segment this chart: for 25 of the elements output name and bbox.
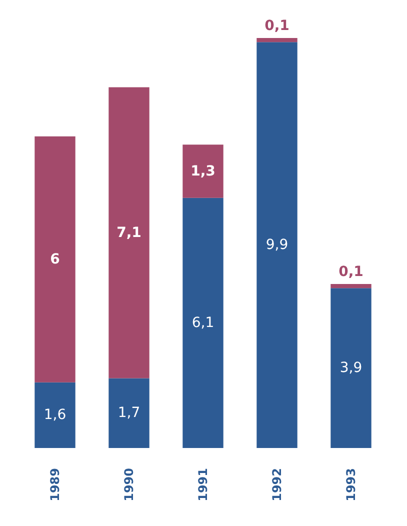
data-label: 0,1 — [264, 18, 290, 34]
bar — [34, 382, 76, 448]
data-label: 3,9 — [340, 360, 362, 376]
x-tick-label: 1992 — [270, 468, 284, 502]
bar — [108, 378, 150, 448]
x-tick-label: 1993 — [344, 468, 358, 502]
bar — [34, 136, 76, 382]
x-tick-label: 1991 — [196, 468, 210, 502]
data-label: 6 — [50, 251, 60, 268]
data-label: 9,9 — [266, 237, 288, 254]
data-label: 6,1 — [192, 314, 214, 331]
bar — [182, 144, 224, 198]
data-label: 0,1 — [338, 264, 364, 280]
x-tick-label: 1989 — [48, 468, 62, 502]
bar — [256, 42, 298, 448]
data-label: 7,1 — [116, 224, 142, 241]
x-tick-label: 1990 — [122, 468, 136, 502]
data-label: 1,7 — [118, 405, 140, 422]
data-label: 1,6 — [44, 407, 66, 424]
bar — [256, 38, 298, 42]
data-label: 1,3 — [190, 163, 216, 180]
bar — [108, 87, 150, 378]
bar — [182, 198, 224, 448]
bar — [330, 284, 372, 288]
bar — [330, 288, 372, 448]
